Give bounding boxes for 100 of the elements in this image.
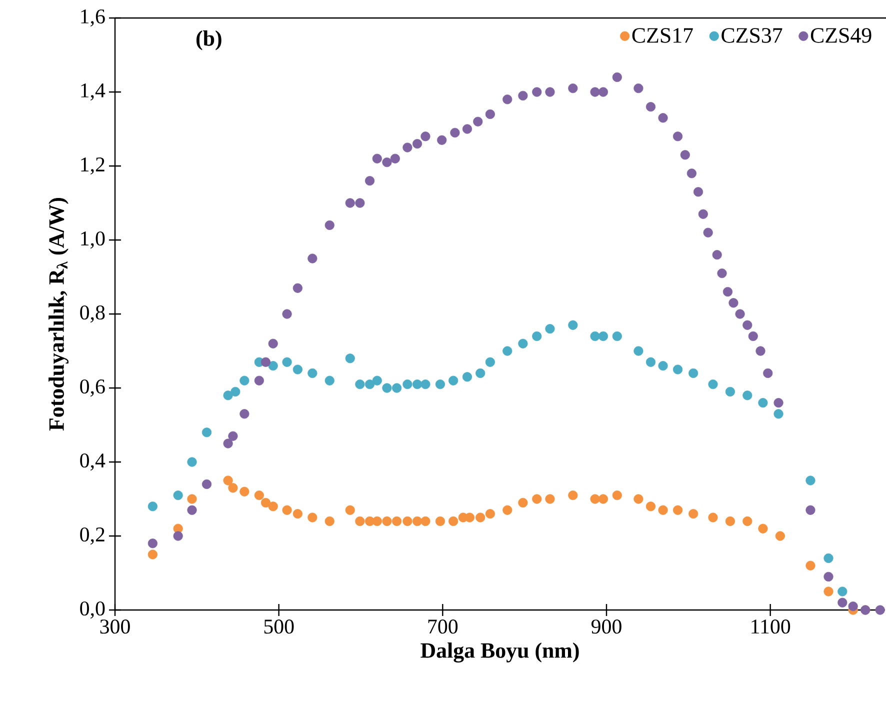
point: [774, 409, 784, 419]
point: [462, 372, 472, 382]
point: [485, 509, 495, 519]
point: [355, 380, 365, 390]
y-tick-label: 0,4: [80, 453, 106, 471]
point: [420, 516, 430, 526]
point: [268, 361, 278, 371]
y-tick-label: 1,2: [81, 157, 104, 175]
point: [688, 368, 698, 378]
point: [634, 346, 644, 356]
point: [502, 346, 512, 356]
point: [824, 586, 834, 596]
point: [545, 494, 555, 504]
point: [308, 368, 318, 378]
y-tick-label: 0,2: [80, 527, 104, 545]
point: [402, 380, 412, 390]
point: [806, 476, 816, 486]
legend-label: CZS37: [722, 28, 782, 43]
point: [485, 357, 495, 367]
point: [612, 490, 622, 500]
point: [435, 380, 446, 390]
point: [187, 457, 197, 467]
point: [173, 490, 183, 500]
point: [420, 380, 430, 390]
point: [412, 380, 422, 390]
point: [518, 498, 528, 508]
point: [364, 380, 375, 390]
point: [742, 390, 752, 400]
point: [435, 516, 446, 526]
x-tick-label: 500: [264, 620, 294, 634]
point: [688, 509, 698, 519]
point: [345, 505, 355, 515]
y-tick-label: 1,0: [81, 231, 105, 249]
point: [228, 483, 238, 493]
point: [372, 376, 382, 386]
point: [646, 502, 656, 512]
point: [148, 550, 158, 560]
point: [598, 494, 608, 504]
x-axis-title: Dalga Boyu (nm): [420, 642, 579, 663]
point: [308, 512, 318, 522]
point: [824, 553, 834, 563]
y-tick-label: 1,6: [81, 9, 105, 27]
point: [590, 494, 600, 504]
point: [758, 398, 768, 408]
point: [223, 390, 233, 400]
point: [412, 516, 422, 526]
point: [345, 354, 355, 364]
x-tick-label: 900: [591, 620, 622, 634]
point: [532, 494, 542, 504]
point: [758, 524, 768, 534]
point: [402, 516, 412, 526]
point: [502, 505, 512, 515]
point: [672, 505, 683, 515]
point: [448, 516, 458, 526]
point: [324, 516, 334, 526]
point: [254, 490, 264, 500]
point: [476, 512, 486, 522]
y-axis-title: Fotoduyarlılık, R$_{λ}$ (A/W): [48, 198, 68, 431]
x-tick-label: 700: [428, 620, 458, 634]
x-tick-label: 300: [100, 620, 130, 634]
point: [634, 494, 644, 504]
point: [518, 338, 528, 348]
point: [240, 486, 250, 496]
y-tick-label: 0,0: [80, 601, 105, 619]
legend-label: CZS49: [810, 28, 872, 43]
point: [282, 357, 292, 367]
x-tick-label: 1100: [752, 620, 790, 634]
point: [355, 516, 365, 526]
y-tick-label: 0,8: [80, 305, 105, 323]
point: [292, 509, 302, 519]
point: [268, 502, 278, 512]
point: [568, 490, 578, 500]
annotation: (b): [196, 30, 222, 50]
y-tick-label: 0,6: [80, 379, 105, 397]
point: [282, 505, 292, 515]
point: [392, 383, 402, 393]
point: [658, 361, 668, 371]
point: [260, 498, 271, 508]
point: [806, 560, 816, 570]
point: [476, 368, 486, 378]
point: [725, 386, 735, 396]
point: [382, 516, 392, 526]
point: [392, 516, 402, 526]
y-tick-label: 1,4: [81, 83, 106, 101]
point: [708, 380, 718, 390]
legend-label: CZS17: [632, 28, 693, 43]
point: [292, 364, 302, 374]
point: [725, 516, 735, 526]
point: [148, 502, 158, 512]
point: [590, 331, 600, 341]
point: [187, 494, 197, 504]
point: [598, 331, 608, 341]
point: [532, 331, 542, 341]
point: [372, 516, 382, 526]
point: [838, 586, 848, 596]
point: [324, 376, 334, 386]
point: [708, 512, 718, 522]
point: [230, 386, 240, 396]
point: [568, 320, 578, 330]
point: [658, 505, 668, 515]
